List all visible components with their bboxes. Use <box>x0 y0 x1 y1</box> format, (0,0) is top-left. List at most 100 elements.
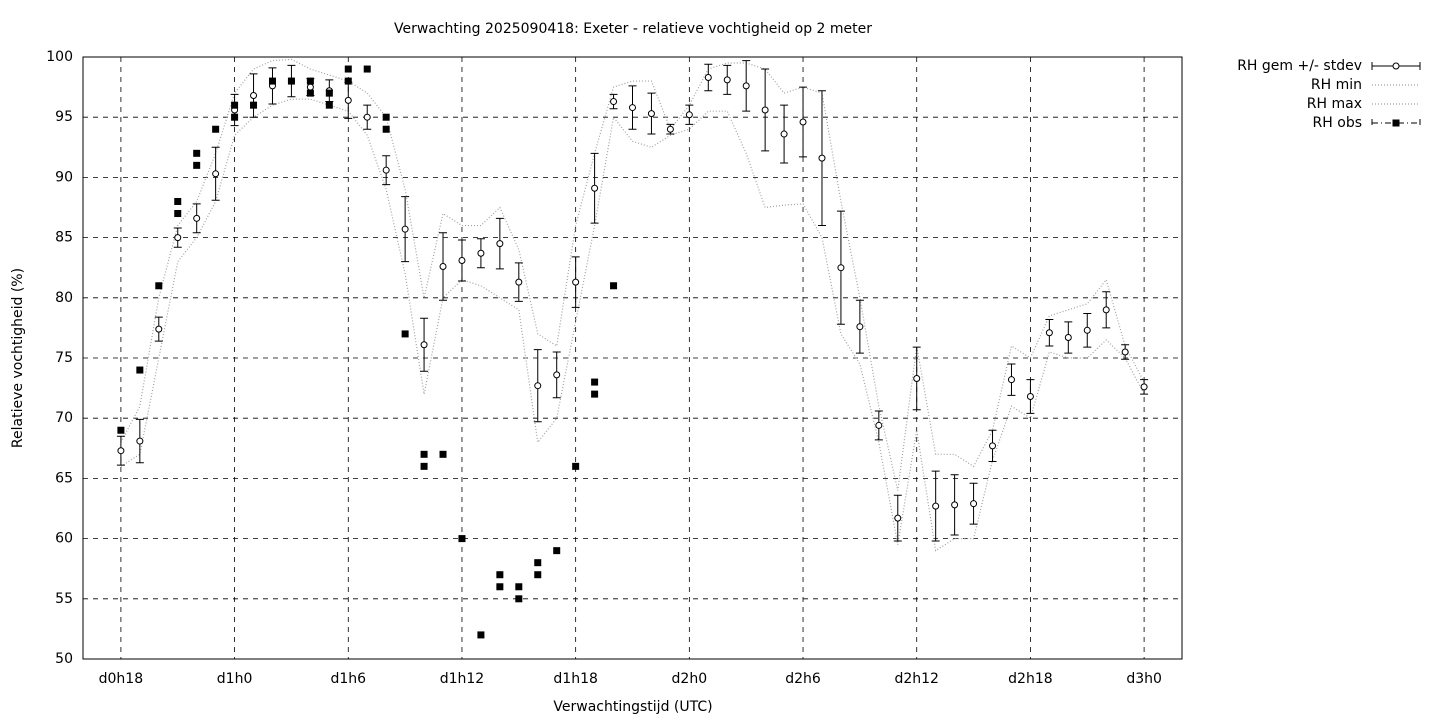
mean-point <box>382 166 390 174</box>
obs-point <box>572 462 580 470</box>
obs-point <box>325 89 333 97</box>
obs-point <box>610 282 618 290</box>
obs-point <box>193 161 201 169</box>
mean-point <box>1026 393 1034 401</box>
obs-point <box>174 210 182 218</box>
mean-point <box>458 256 466 264</box>
obs-point <box>515 583 523 591</box>
mean-point <box>875 421 883 429</box>
mean-point <box>401 225 409 233</box>
obs-point <box>325 101 333 109</box>
y-tick-label: 100 <box>46 49 73 65</box>
obs-point <box>477 631 485 639</box>
obs-point <box>193 149 201 157</box>
obs-point <box>382 125 390 133</box>
chart-title: Verwachting 2025090418: Exeter - relatie… <box>394 21 872 37</box>
mean-point <box>591 184 599 192</box>
obs-point <box>306 77 314 85</box>
mean-point <box>932 502 940 510</box>
mean-point <box>1064 334 1072 342</box>
y-axis-label: Relatieve vochtigheid (%) <box>10 268 26 448</box>
obs-point <box>382 113 390 121</box>
mean-point <box>970 500 978 508</box>
x-tick-label: d0h18 <box>99 671 143 687</box>
mean-point <box>1121 348 1129 356</box>
mean-point <box>629 104 636 112</box>
mean-point <box>989 442 997 450</box>
y-tick-label: 75 <box>55 350 73 366</box>
x-tick-label: d1h0 <box>217 671 253 687</box>
mean-point <box>1140 383 1148 391</box>
obs-point <box>287 77 295 85</box>
mean-point <box>193 214 201 222</box>
legend-label: RH max <box>1307 96 1362 112</box>
obs-point <box>117 426 125 434</box>
mean-point <box>553 371 561 379</box>
mean-point <box>951 501 959 509</box>
mean-point <box>1083 326 1091 334</box>
mean-point <box>1045 329 1053 337</box>
obs-point <box>553 547 561 555</box>
mean-point <box>685 111 693 119</box>
obs-point <box>250 101 258 109</box>
obs-point <box>439 450 447 458</box>
obs-point <box>534 571 542 579</box>
obs-point <box>534 559 542 567</box>
mean-point <box>666 125 674 133</box>
mean-point <box>913 374 921 382</box>
y-tick-label: 65 <box>55 470 73 486</box>
obs-point <box>344 65 352 73</box>
y-tick-label: 55 <box>55 591 73 607</box>
x-tick-label: d2h12 <box>894 671 938 687</box>
x-tick-label: d1h6 <box>330 671 366 687</box>
mean-point <box>799 118 807 126</box>
legend-label: RH obs <box>1313 115 1362 131</box>
y-tick-label: 95 <box>55 109 73 125</box>
y-tick-label: 50 <box>55 651 73 667</box>
obs-point <box>212 125 220 133</box>
mean-point <box>761 106 769 114</box>
mean-point <box>780 130 788 138</box>
y-tick-label: 80 <box>55 290 73 306</box>
x-tick-label: d3h0 <box>1126 671 1162 687</box>
x-tick-label: d2h6 <box>785 671 821 687</box>
mean-point <box>1102 306 1110 314</box>
mean-point <box>723 76 731 84</box>
mean-point <box>572 278 580 286</box>
mean-point <box>117 447 125 455</box>
legend-label: RH gem +/- stdev <box>1237 58 1362 74</box>
obs-point <box>268 77 276 85</box>
x-tick-label: d1h18 <box>553 671 597 687</box>
obs-point <box>515 595 523 603</box>
mean-point <box>742 82 750 90</box>
legend-sample <box>1371 119 1421 127</box>
mean-point <box>856 323 864 331</box>
mean-point <box>837 264 845 272</box>
mean-point <box>212 170 220 178</box>
obs-point <box>363 65 371 73</box>
obs-point <box>420 450 428 458</box>
obs-point <box>496 583 504 591</box>
legend-sample <box>1392 119 1400 127</box>
mean-point <box>647 110 655 118</box>
mean-point <box>610 98 618 106</box>
mean-point <box>174 234 182 242</box>
y-tick-label: 85 <box>55 230 73 246</box>
obs-point <box>401 330 409 338</box>
obs-point <box>231 101 239 109</box>
mean-point <box>363 113 371 121</box>
x-tick-label: d1h12 <box>440 671 484 687</box>
obs-point <box>591 390 599 398</box>
mean-point <box>250 92 258 100</box>
x-tick-label: d2h18 <box>1008 671 1052 687</box>
range-line <box>120 98 1145 552</box>
mean-point <box>439 262 447 270</box>
obs-point <box>458 535 466 543</box>
obs-point <box>591 378 599 386</box>
obs-point <box>136 366 144 374</box>
y-tick-label: 60 <box>55 531 73 547</box>
mean-point <box>155 325 163 333</box>
y-tick-label: 70 <box>55 410 73 426</box>
obs-point <box>174 197 182 205</box>
